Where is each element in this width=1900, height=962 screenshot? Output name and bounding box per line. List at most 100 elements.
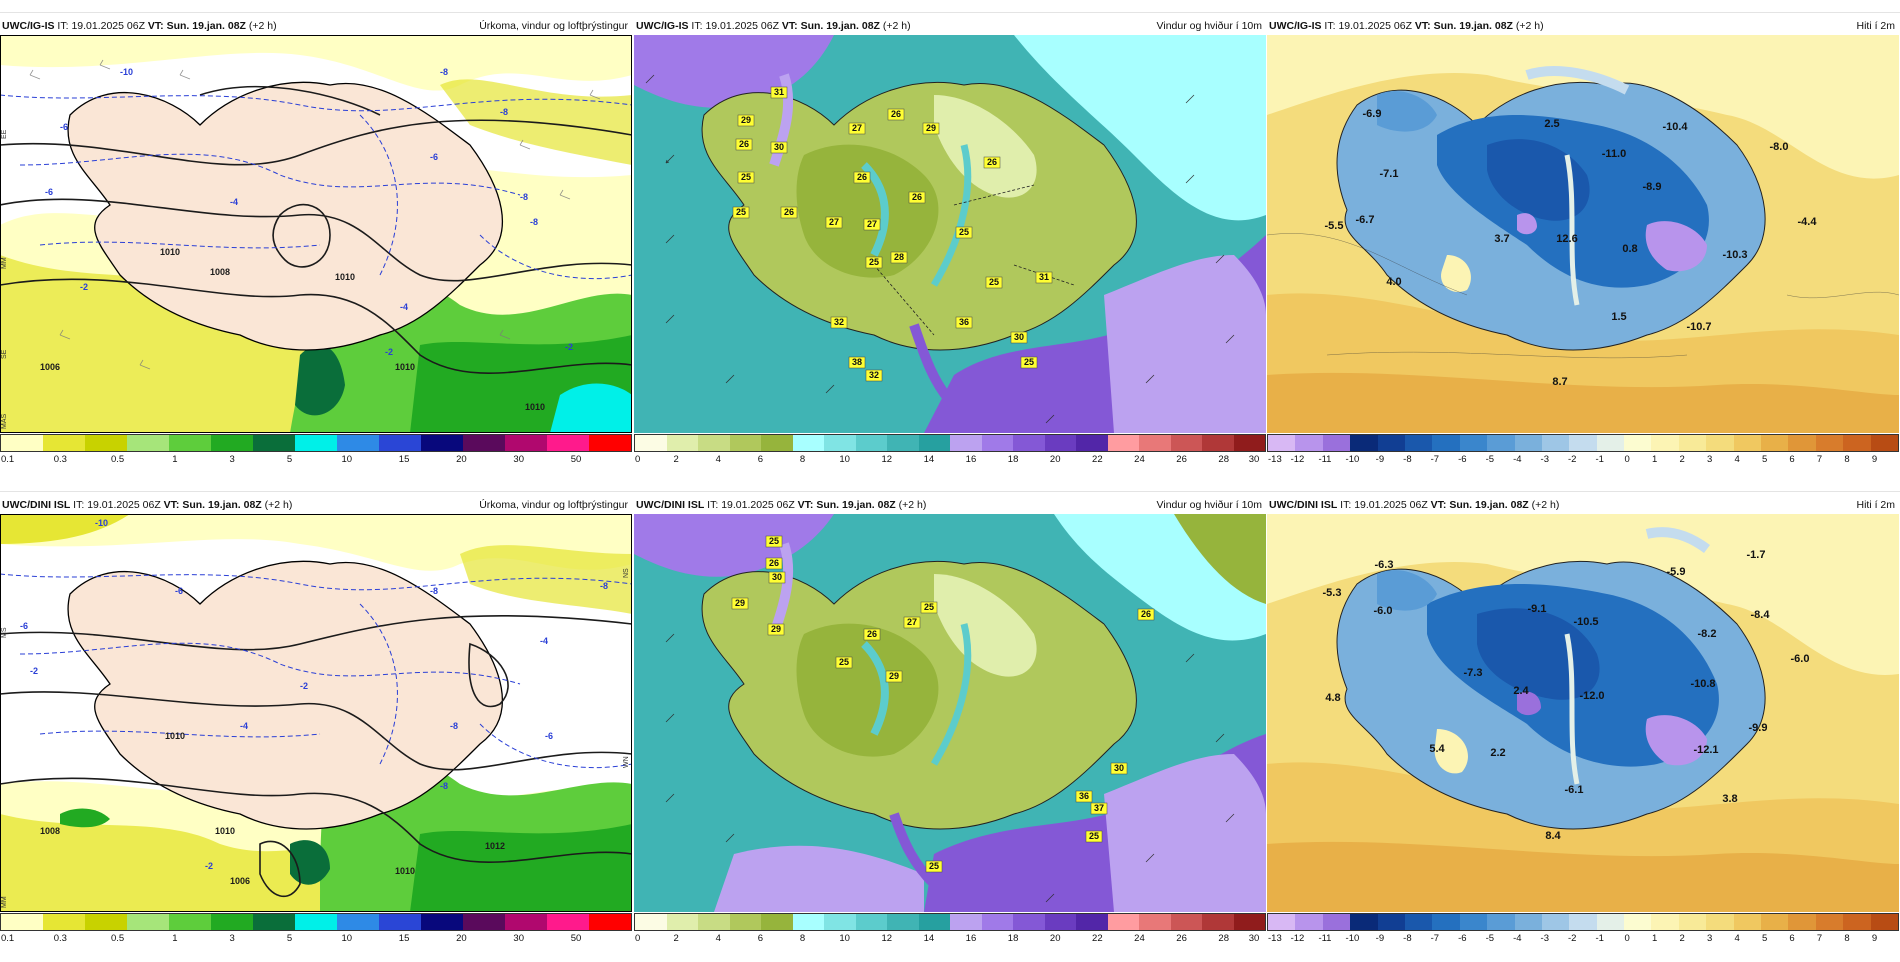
scale-tick-label: 10: [341, 454, 353, 465]
panel-title: Úrkoma, vindur og loftþrýstingur: [479, 499, 628, 511]
scale-swatch: [1202, 914, 1234, 930]
temp-value-label: -11.0: [1602, 148, 1626, 160]
scale-ticks: 0.1 0.3 0.5 1 3 5 10 15 20 30 50: [0, 454, 632, 468]
temp-contour-label: -6: [545, 731, 553, 741]
gust-label: 26: [912, 192, 922, 202]
temp-value-label: -12.1: [1693, 744, 1718, 756]
wind-map[interactable]: 31 29 26 30 25 25 26 27 26 29 26 26 27 27 25 28 32 38 32 36…: [634, 35, 1266, 433]
gust-label: 36: [959, 317, 969, 327]
isobar-label: 1010: [165, 731, 185, 741]
panel-header: UWC/IG-IS IT: 19.01.2025 06Z VT: Sun. 19…: [634, 18, 1266, 34]
gust-label-bg: [737, 114, 755, 127]
precip-map[interactable]: 1010 1008 1006 1010 1010 1010 -10 -6 -8 …: [0, 35, 632, 433]
gust-label-bg: [908, 191, 926, 204]
temp-contour-label: -6: [175, 586, 183, 596]
precip-map[interactable]: 1010 1008 1010 1012 1010 1006 -10 -8 -6 …: [0, 514, 632, 912]
scale-tick-label: 7: [1816, 454, 1823, 465]
scale-tick-label: -9: [1375, 933, 1385, 944]
scale-swatch: [666, 435, 698, 451]
gust-label: 29: [771, 624, 781, 634]
scale-tick-label: 10: [341, 933, 353, 944]
gust-label: 30: [1014, 332, 1024, 342]
gust-label: 26: [1141, 609, 1151, 619]
scale-tick-label: 8: [799, 454, 806, 465]
gust-label-bg: [853, 171, 871, 184]
panel-title: Hiti í 2m: [1856, 499, 1895, 511]
scale-tick-label: 30: [1248, 454, 1260, 465]
scale-tick-label: -8: [1403, 933, 1412, 944]
gust-label: 29: [735, 598, 745, 608]
scale-swatch: [1107, 914, 1139, 930]
wind-legend: 0 2 4 6 8 10 12 14 16 18 20 22 24 26 28 30: [634, 913, 1266, 948]
scale-tick-label: -7: [1430, 933, 1440, 944]
temp-value-label: -9.9: [1749, 722, 1768, 734]
scale-tick-label: 0.1: [1, 933, 15, 944]
gust-label: 30: [774, 142, 784, 152]
scale-swatch: [1678, 435, 1707, 451]
scale-swatch: [792, 435, 824, 451]
wind-map[interactable]: 25 26 30 29 29 25 25 27 26 29 26 30 36 37 25 25: [634, 514, 1266, 912]
scale-swatch: [824, 914, 856, 930]
scale-tick-label: 0: [1624, 933, 1630, 944]
scale-swatch: [547, 435, 589, 451]
temp-value-label: -8.0: [1770, 141, 1789, 153]
vt-label: VT:: [1414, 20, 1431, 32]
temp-map[interactable]: -6.3 -1.7 -5.3 -5.9 -6.0 -9.1 -10.5 -8.4 -8.2 -7.…: [1267, 514, 1899, 912]
scale-swatch: [1487, 914, 1515, 930]
scale-swatch: [1815, 914, 1844, 930]
scale-swatch: [1107, 435, 1139, 451]
temp-value-label: 2.5: [1544, 118, 1559, 130]
temp-value-label: -5.9: [1667, 566, 1686, 578]
isobar-label: 1010: [525, 402, 545, 412]
temp-value-label: -9.1: [1528, 603, 1547, 615]
temp-value-label: -8.2: [1698, 628, 1717, 640]
scale-tick-label: 2: [673, 454, 679, 465]
temp-contour-label: -8: [520, 192, 528, 202]
scale-tick-label: 24: [1134, 933, 1145, 944]
scale-swatch: [1044, 435, 1076, 451]
gust-label: 36: [1079, 791, 1089, 801]
scale-tick-label: 4: [715, 933, 721, 944]
scale-swatch: [505, 914, 547, 930]
scale-swatch: [295, 914, 337, 930]
vt-label: VT:: [147, 20, 164, 32]
scale-swatch: [43, 914, 85, 930]
color-scale: [1267, 434, 1899, 452]
temp-panel-dini: UWC/DINI ISL IT: 19.01.2025 06Z VT: Sun.…: [1267, 497, 1899, 962]
scale-tick-label: 0.5: [110, 933, 125, 944]
scale-tick-label: 0.3: [53, 933, 67, 944]
color-scale: [0, 434, 632, 452]
gust-label-bg: [835, 656, 853, 669]
scale-swatch: [1350, 435, 1378, 451]
scale-swatch: [421, 435, 463, 451]
temp-map[interactable]: -6.9 2.5 -10.4 -8.0 -11.0 -7.1 -8.9 -6.7 -5.5 3.7…: [1267, 35, 1899, 433]
temp-value-label: 8.4: [1545, 830, 1561, 842]
temp-contour-label: -8: [440, 781, 448, 791]
temp-contour-label: -6: [20, 621, 28, 631]
scale-swatch: [761, 435, 793, 451]
gust-label: 26: [857, 172, 867, 182]
scale-tick-label: -1: [1595, 933, 1604, 944]
it-label: IT:: [1324, 20, 1336, 32]
temp-contour-label: -8: [450, 721, 458, 731]
scale-swatch: [1170, 914, 1202, 930]
temp-value-label: -10.7: [1686, 321, 1711, 333]
gust-label-bg: [1110, 762, 1128, 775]
scale-tick-label: -7: [1430, 454, 1440, 465]
scale-swatch: [43, 435, 85, 451]
temp-value-label: 4.0: [1386, 276, 1401, 288]
wind-panel-ig: UWC/IG-IS IT: 19.01.2025 06Z VT: Sun. 19…: [634, 18, 1266, 483]
scale-tick-label: -11: [1318, 454, 1332, 465]
gust-label: 25: [929, 861, 939, 871]
scale-tick-label: 20: [456, 933, 467, 944]
scale-swatch: [1, 914, 43, 930]
scale-tick-label: 28: [1218, 454, 1230, 465]
gust-label: 27: [829, 217, 839, 227]
scale-tick-label: -13: [1268, 454, 1282, 465]
scale-swatch: [1624, 914, 1652, 930]
temp-value-label: -7.1: [1380, 168, 1399, 180]
scale-swatch: [1432, 435, 1460, 451]
scale-swatch: [1624, 435, 1652, 451]
temp-contour-label: -8: [500, 107, 508, 117]
valid-time: Sun. 19.jan. 08Z: [816, 499, 896, 511]
